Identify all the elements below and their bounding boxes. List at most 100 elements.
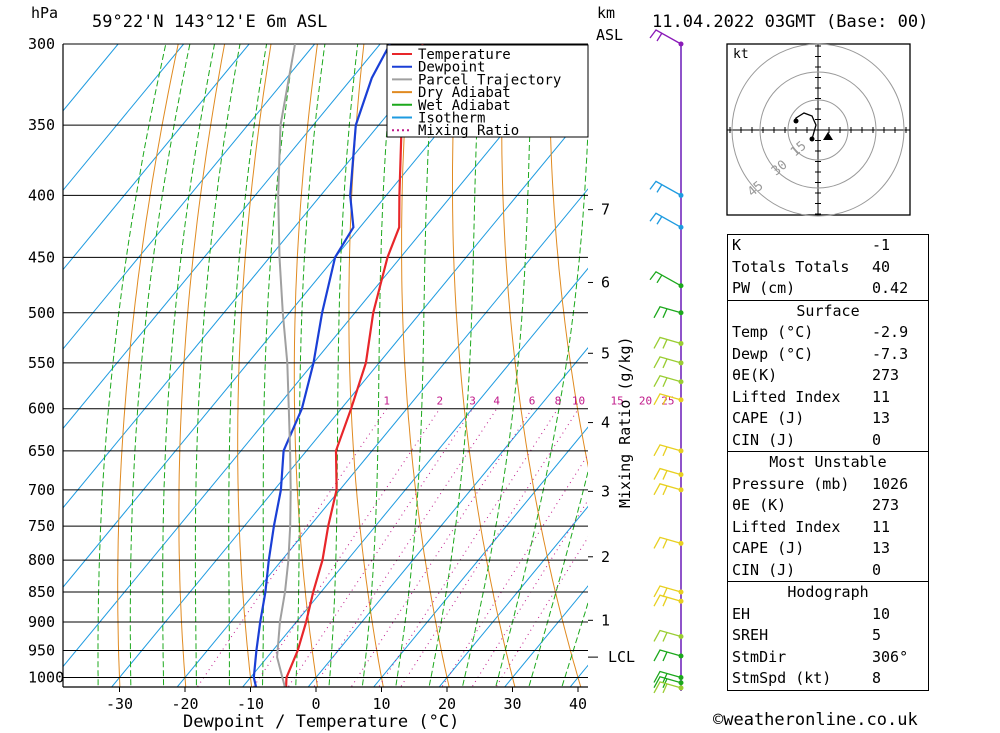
hodograph-trace bbox=[794, 112, 817, 140]
wind-barb bbox=[653, 629, 682, 642]
index-value: 273 bbox=[872, 366, 900, 384]
wind-barb bbox=[653, 536, 682, 549]
index-value: 40 bbox=[872, 257, 891, 276]
indices-table: K -1 Totals Totals 40 PW (cm) 0.42 Surface Te… bbox=[727, 234, 929, 691]
wind-barb bbox=[653, 306, 682, 319]
dry-adiabat-line bbox=[452, 44, 516, 687]
index-row: Lifted Index 11 bbox=[728, 387, 928, 409]
wet-adiabat-line bbox=[361, 44, 395, 687]
index-value: 11 bbox=[872, 517, 891, 536]
height-unit-asl: ASL bbox=[596, 26, 624, 44]
index-label: CAPE (J) bbox=[732, 409, 805, 427]
km-tick-label: 4 bbox=[601, 414, 610, 432]
isotherm-line bbox=[0, 44, 53, 703]
isotherm-line bbox=[63, 44, 447, 509]
station-location: 59°22'N 143°12'E 6m ASL bbox=[92, 12, 328, 32]
dry-adiabat-line bbox=[596, 44, 719, 703]
legend-label: Parcel Trajectory bbox=[418, 72, 561, 88]
wet-adiabat-line bbox=[262, 44, 296, 687]
dry-adiabat-line bbox=[548, 44, 588, 468]
dry-adiabat-line bbox=[921, 44, 1000, 703]
index-label: CIN (J) bbox=[732, 430, 796, 449]
wet-adiabat-line bbox=[428, 44, 482, 687]
wet-adiabat-line bbox=[328, 44, 359, 687]
lcl-label: LCL bbox=[608, 648, 635, 666]
wet-adiabat-line bbox=[194, 44, 241, 687]
pressure-tick-label: 550 bbox=[28, 354, 55, 372]
wind-barb bbox=[649, 29, 682, 45]
mixing-ratio-line bbox=[313, 408, 498, 687]
wind-barb bbox=[649, 270, 682, 287]
index-label: Lifted Index bbox=[732, 517, 841, 536]
mixing-ratio-label: 8 bbox=[555, 395, 562, 408]
mixing-ratio-line bbox=[441, 453, 588, 687]
pressure-tick-label: 850 bbox=[28, 583, 55, 601]
mixing-ratio-label: 20 bbox=[639, 395, 652, 408]
pressure-tick-label: 800 bbox=[28, 551, 55, 569]
legend-label: Dewpoint bbox=[418, 60, 485, 76]
index-row: Pressure (mb) 1026 bbox=[728, 474, 928, 496]
index-label: Pressure (mb) bbox=[732, 474, 850, 493]
index-label: CIN (J) bbox=[732, 560, 796, 579]
index-value: 273 bbox=[872, 496, 900, 514]
hodograph-ring bbox=[731, 43, 905, 217]
index-value: 13 bbox=[872, 409, 891, 427]
hodograph-title: Hodograph bbox=[787, 583, 869, 601]
index-row: Dewp (°C) -7.3 bbox=[728, 344, 928, 366]
index-value: 306° bbox=[872, 647, 909, 666]
isotherm-line bbox=[63, 44, 119, 112]
index-row: CIN (J) 0 bbox=[728, 430, 928, 452]
isotherm-line bbox=[63, 44, 250, 271]
wet-adiabat-line bbox=[528, 469, 588, 687]
isotherm-line bbox=[242, 267, 588, 687]
pressure-tick-label: 900 bbox=[28, 613, 55, 631]
wet-adiabat-line bbox=[228, 44, 268, 687]
dewpoint-profile bbox=[252, 44, 391, 687]
index-label: PW (cm) bbox=[732, 279, 796, 297]
wind-barb bbox=[653, 681, 682, 694]
index-label: CAPE (J) bbox=[732, 539, 805, 557]
isotherm-line bbox=[176, 188, 588, 687]
dry-adiabat-line bbox=[237, 44, 272, 687]
index-row: Totals Totals 40 bbox=[728, 257, 928, 279]
km-tick-label: 2 bbox=[601, 548, 610, 566]
index-row: K -1 bbox=[728, 235, 928, 257]
isotherm-line bbox=[63, 44, 381, 430]
km-tick-label: 1 bbox=[601, 611, 610, 629]
temperature-tick-label: -20 bbox=[171, 695, 198, 713]
copyright-credit: ©weatheronline.co.uk bbox=[713, 710, 918, 730]
isotherm-line bbox=[63, 44, 578, 668]
surface-indices: Surface Temp (°C) -2.9 Dewp (°C) -7.3 θE(K) 2… bbox=[728, 299, 928, 452]
dry-adiabat-line bbox=[967, 44, 1000, 703]
mixing-ratio-label: 25 bbox=[661, 395, 674, 408]
legend-label: Dry Adiabat bbox=[418, 85, 511, 101]
isotherm-line bbox=[63, 44, 512, 588]
wet-adiabat-line bbox=[561, 601, 588, 687]
index-row: CAPE (J) 13 bbox=[728, 538, 928, 560]
hodograph-point bbox=[793, 118, 799, 124]
mixing-ratio-line bbox=[252, 408, 441, 687]
wet-adiabat-line bbox=[295, 44, 326, 687]
temperature-tick-label: 20 bbox=[438, 695, 456, 713]
temperature-tick-label: 40 bbox=[569, 695, 587, 713]
isotherm-line bbox=[373, 426, 588, 687]
temperature-tick-label: 10 bbox=[372, 695, 390, 713]
index-value: 0.42 bbox=[872, 279, 909, 297]
legend-label: Wet Adiabat bbox=[418, 98, 511, 114]
index-value: 10 bbox=[872, 604, 891, 623]
mixing-ratio-line bbox=[400, 408, 579, 687]
dry-adiabat-line bbox=[293, 44, 318, 687]
index-value: -7.3 bbox=[872, 344, 909, 363]
wind-barb bbox=[653, 336, 682, 349]
isotherm-line bbox=[504, 585, 588, 687]
index-label: Dewp (°C) bbox=[732, 344, 814, 363]
wet-adiabat-line bbox=[97, 44, 167, 687]
sounding-datetime: 11.04.2022 03GMT (Base: 00) bbox=[652, 12, 929, 32]
index-row: θE(K) 273 bbox=[728, 365, 928, 387]
dry-adiabat-line bbox=[501, 44, 582, 687]
wind-barb bbox=[653, 393, 682, 406]
dry-adiabat-line bbox=[401, 44, 450, 687]
